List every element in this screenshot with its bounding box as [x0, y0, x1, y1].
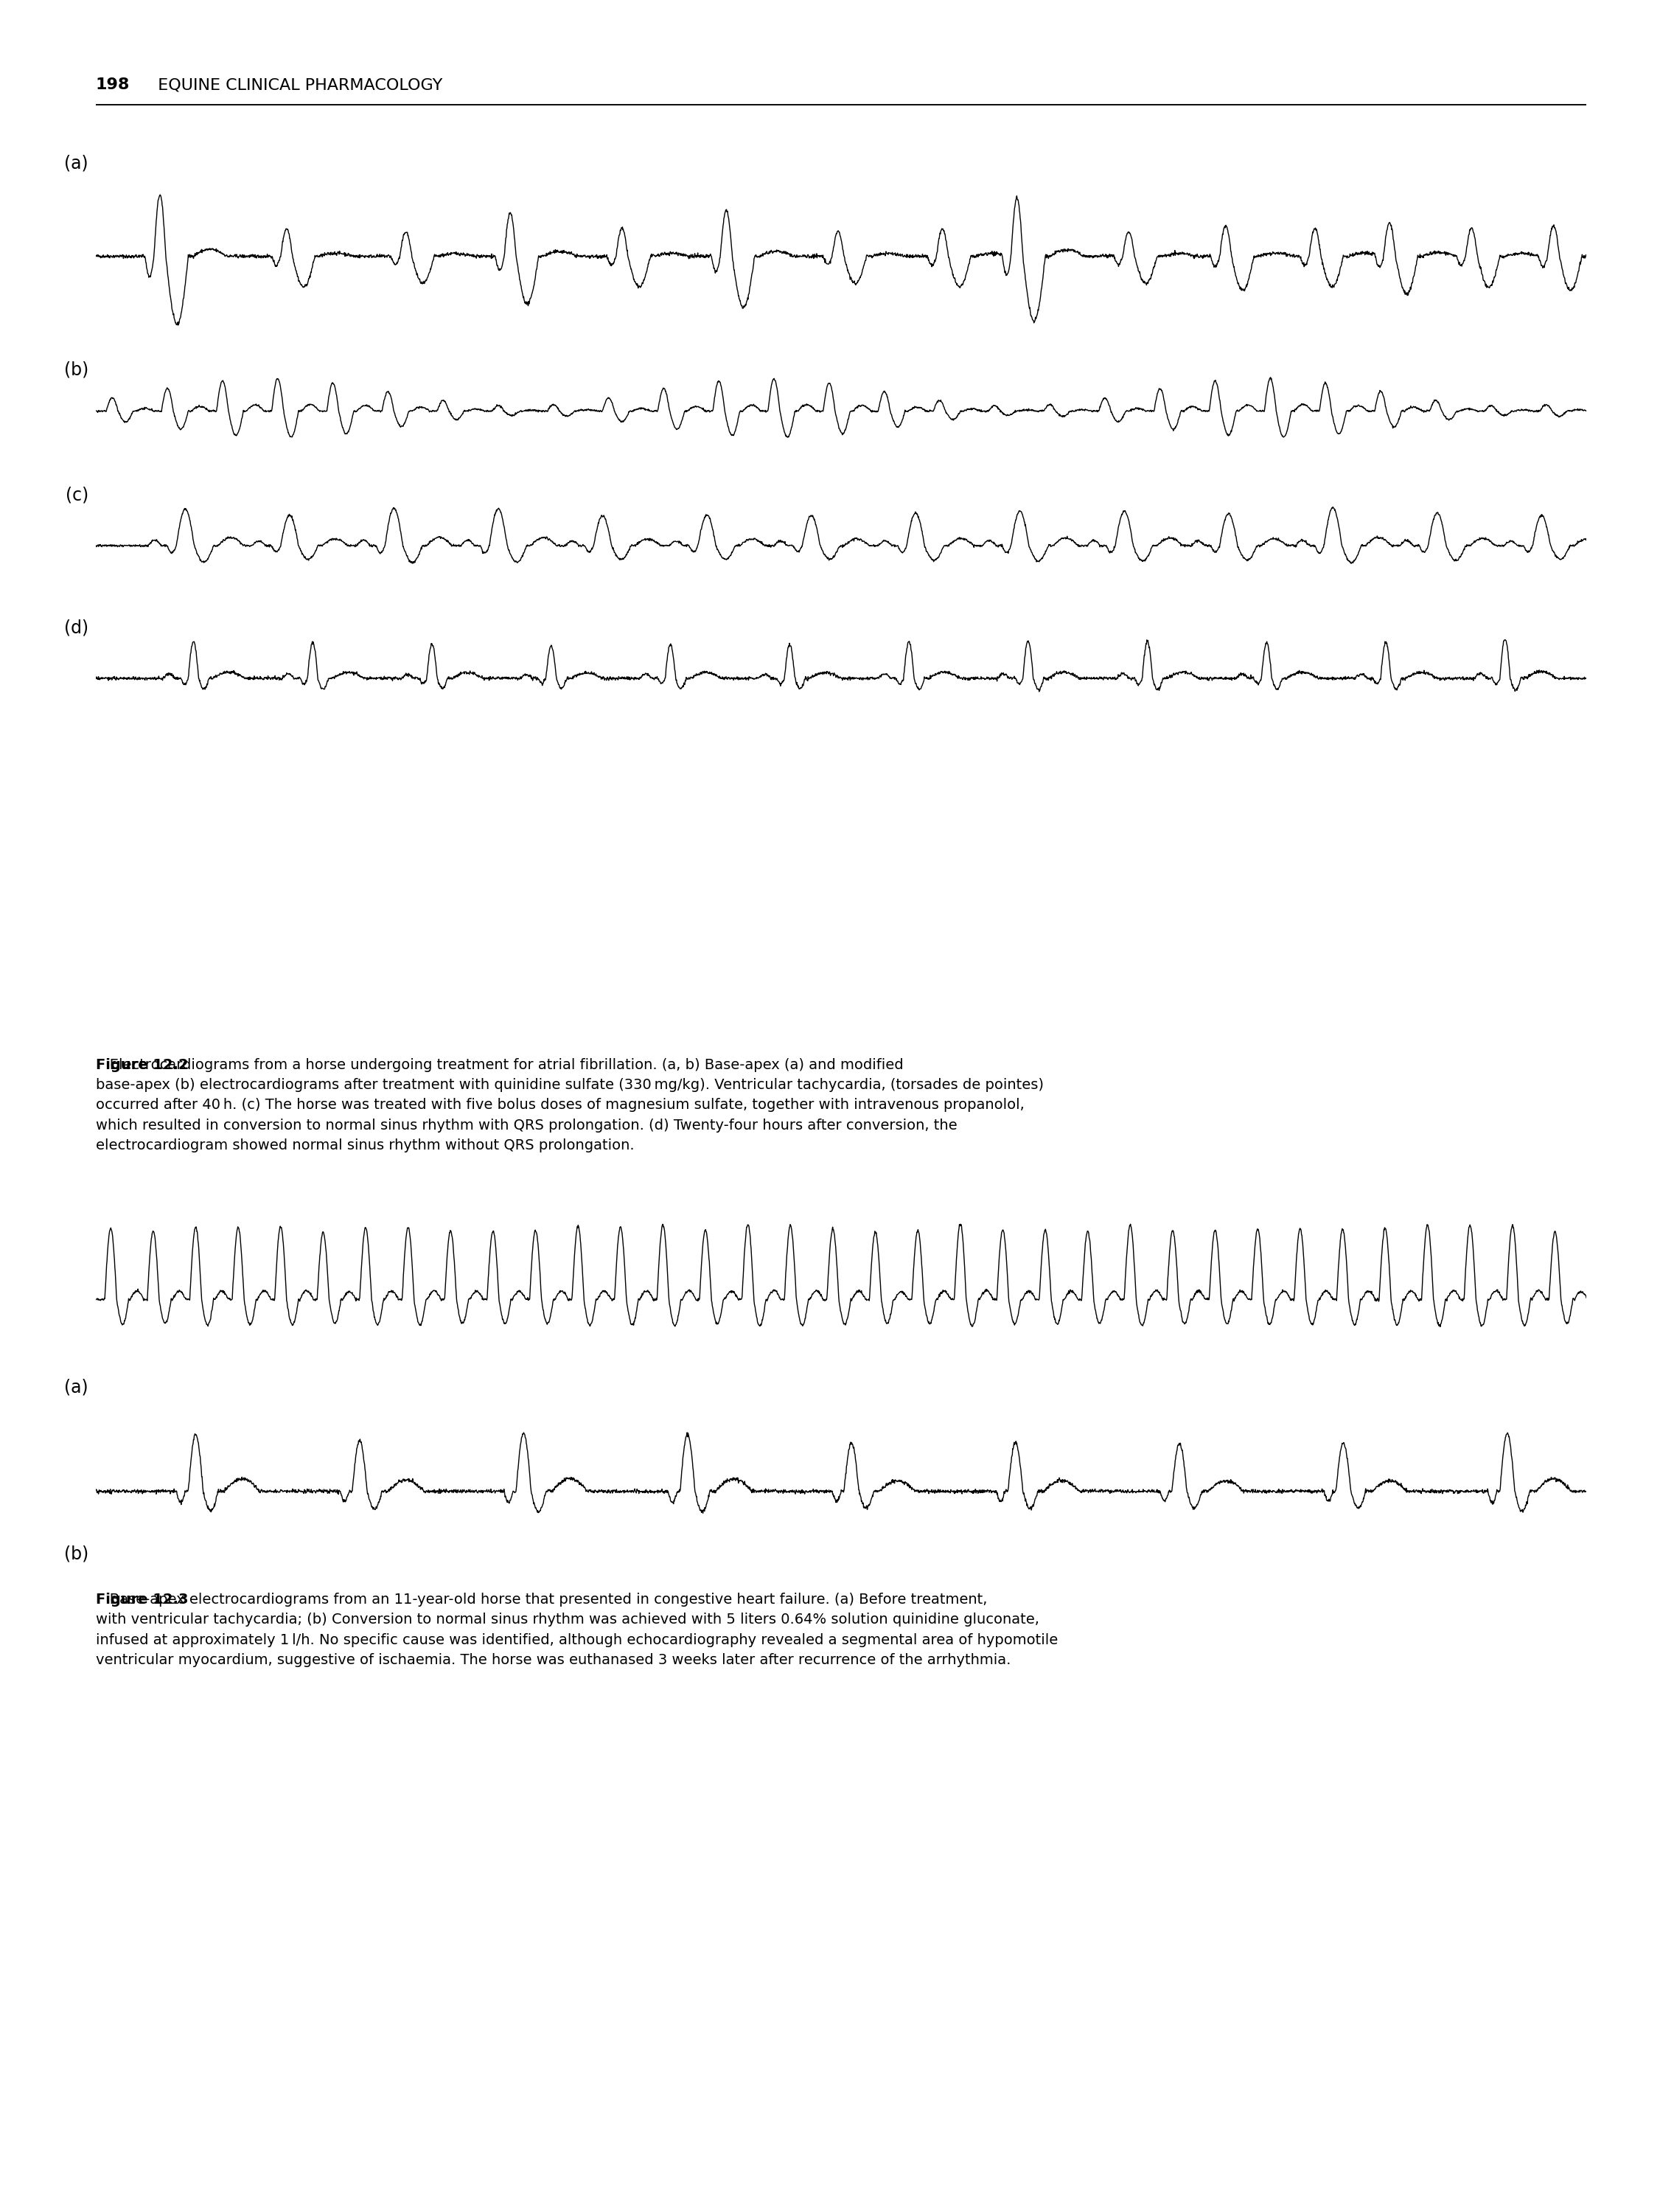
Text: Figure 12.3: Figure 12.3: [96, 1593, 188, 1606]
Text: (a): (a): [65, 155, 88, 173]
Text: Base-apex electrocardiograms from an 11-year-old horse that presented in congest: Base-apex electrocardiograms from an 11-…: [96, 1593, 1057, 1668]
Text: (b): (b): [65, 361, 88, 378]
Text: (d): (d): [65, 619, 88, 637]
Text: Electrocardiograms from a horse undergoing treatment for atrial fibrillation. (a: Electrocardiograms from a horse undergoi…: [96, 1057, 1044, 1152]
Text: (c): (c): [65, 487, 88, 504]
Text: Figure 12.2: Figure 12.2: [96, 1057, 189, 1073]
Text: 198: 198: [96, 77, 129, 93]
Text: EQUINE CLINICAL PHARMACOLOGY: EQUINE CLINICAL PHARMACOLOGY: [148, 77, 443, 93]
Text: (a): (a): [65, 1378, 88, 1396]
Text: (b): (b): [65, 1544, 88, 1562]
